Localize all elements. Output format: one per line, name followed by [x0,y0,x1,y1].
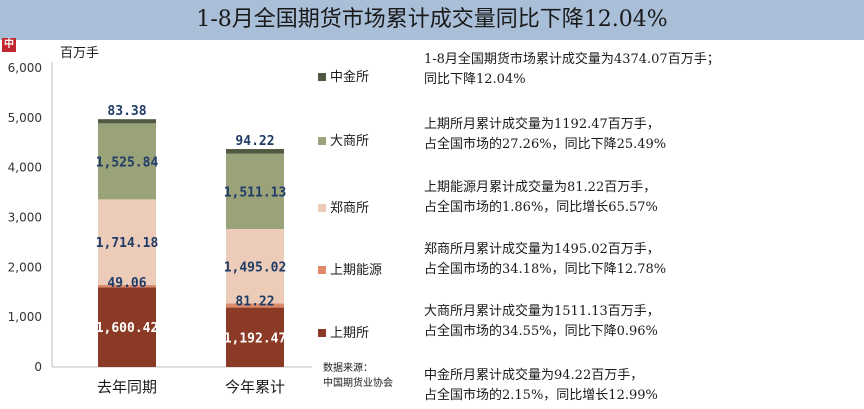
bar-segment [98,123,156,200]
y-tick-label: 6,000 [8,61,42,75]
note-block: 大商所月累计成交量为1511.13百万手， 占全国市场的34.55%，同比下降0.… [424,302,864,342]
y-tick-label: 0 [34,360,42,374]
note-line: 郑商所月累计成交量为1495.02百万手， [424,242,660,257]
logo-icon: 中 [2,38,16,52]
bar-segment [98,287,156,367]
note-line: 占全国市场的27.26%，同比下降25.49% [424,137,667,152]
bar-segment [98,119,156,124]
legend-swatch [318,266,326,274]
note-line: 占全国市场的34.18%，同比下降12.78% [424,262,667,277]
title-bar [0,0,864,40]
data-label: 1,192.47 [224,331,287,346]
note-line: 占全国市场的2.15%，同比增长12.99% [424,388,658,403]
note-line: 上期所月累计成交量为1192.47百万手， [424,117,660,132]
bar-segment [226,153,284,230]
data-label: 83.38 [107,104,146,119]
x-tick-label: 今年累计 [225,378,285,396]
note-line: 上期能源月累计成交量为81.22百万手， [424,180,657,195]
x-tick-label: 去年同期 [97,378,157,396]
legend-swatch [318,204,326,212]
note-line: 占全国市场的34.55%，同比下降0.96% [424,324,658,339]
data-label: 94.22 [235,134,274,149]
note-line: 同比下降12.04% [424,72,526,87]
y-tick-label: 5,000 [8,111,42,125]
page-title: 1-8月全国期货市场累计成交量同比下降12.04% [196,7,668,32]
legend-label: 中金所 [330,69,369,85]
source-name: 中国期货业协会 [323,376,393,389]
legend-label: 上期所 [330,326,369,341]
legend-label: 大商所 [330,134,369,149]
data-label: 1,511.13 [224,185,287,200]
note-line: 1-8月全国期货市场累计成交量为4374.07百万手； [424,52,720,67]
bar-segment [226,307,284,367]
y-tick-label: 4,000 [8,161,42,175]
legend-swatch [318,329,326,337]
data-label: 1,714.18 [96,236,159,251]
bar-segment [226,229,284,304]
note-line: 中金所月累计成交量为94.22百万手， [424,368,644,383]
bar-segment [226,303,284,308]
note-block: 郑商所月累计成交量为1495.02百万手， 占全国市场的34.18%，同比下降12… [424,240,864,280]
legend-swatch [318,137,326,145]
note-line: 大商所月累计成交量为1511.13百万手， [424,304,660,319]
y-tick-label: 1,000 [8,310,42,324]
data-label: 49.06 [107,276,146,291]
note-block: 1-8月全国期货市场累计成交量为4374.07百万手； 同比下降12.04% [424,50,864,90]
y-tick-label: 2,000 [8,260,42,274]
data-label: 81.22 [235,295,274,310]
y-tick-label: 3,000 [8,211,42,225]
stacked-bar-chart: 百万手 0 1,000 2,000 3,000 4,000 5,000 6,000 1,600.… [8,46,393,396]
y-axis-label: 百万手 [60,46,99,61]
data-label: 1,495.02 [224,260,287,275]
note-line: 占全国市场的1.86%，同比增长65.57% [424,200,658,215]
source-label: 数据来源： [323,361,373,374]
data-label: 1,600.42 [96,321,159,336]
bar-segment [226,149,284,154]
legend-label: 郑商所 [330,201,369,216]
bar-segment [98,199,156,285]
note-block: 上期能源月累计成交量为81.22百万手， 占全国市场的1.86%，同比增长65.5… [424,178,864,218]
legend-swatch [318,73,326,81]
legend-label: 上期能源 [330,263,382,278]
data-label: 1,525.84 [96,155,159,170]
note-block: 上期所月累计成交量为1192.47百万手， 占全国市场的27.26%，同比下降25… [424,115,864,155]
note-block: 中金所月累计成交量为94.22百万手， 占全国市场的2.15%，同比增长12.99… [424,366,864,406]
bar-segment [98,284,156,288]
